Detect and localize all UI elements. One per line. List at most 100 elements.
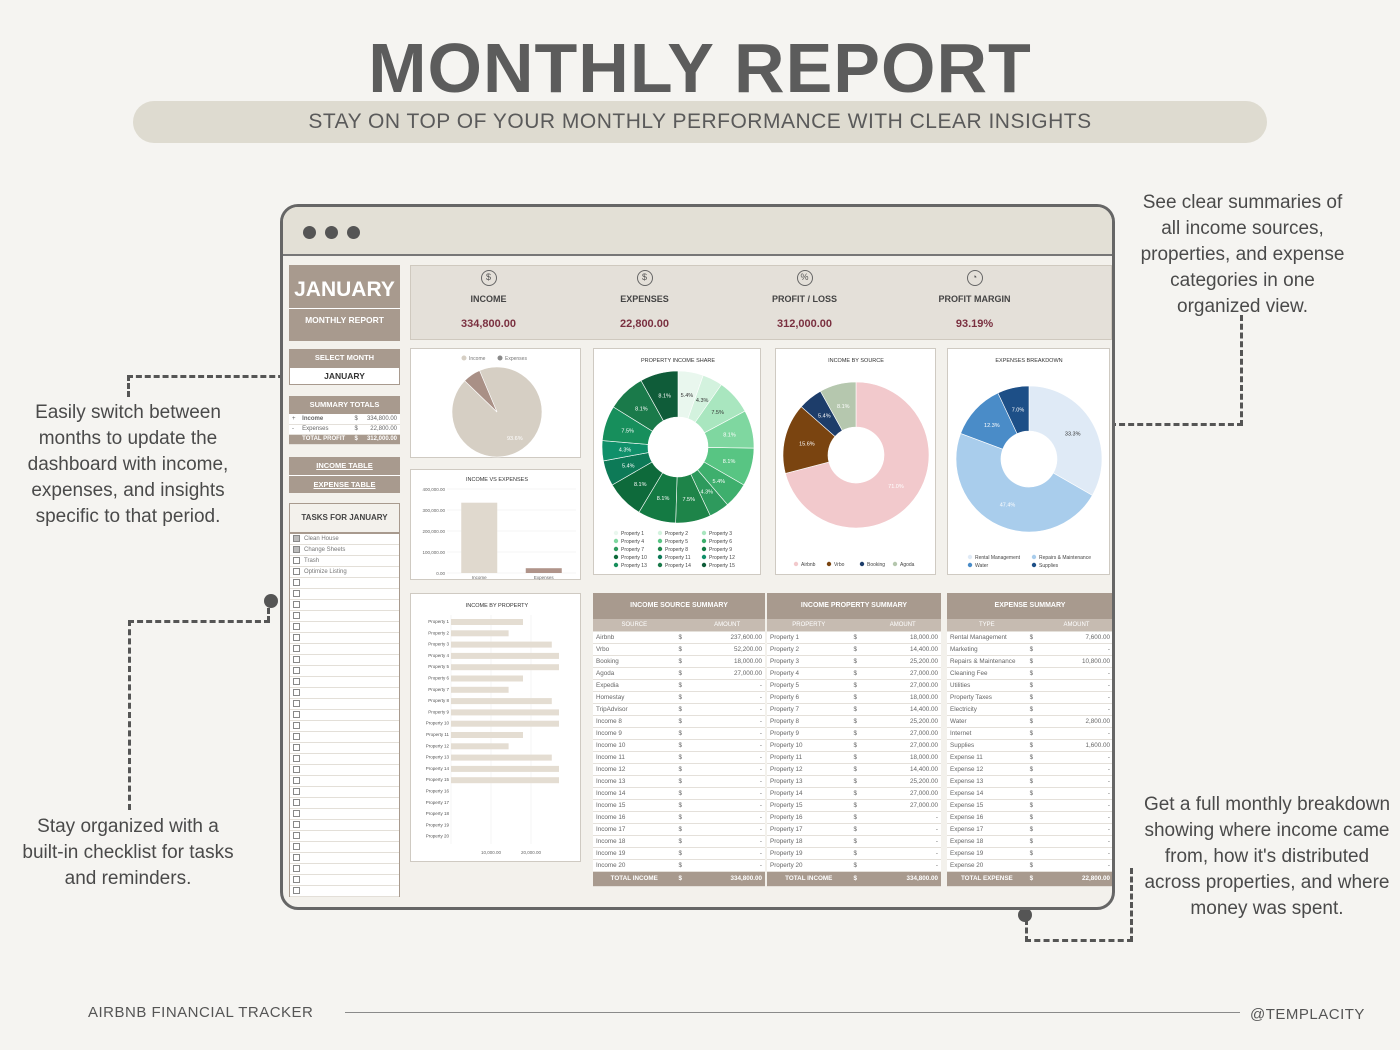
window-dot-icon[interactable] (303, 226, 316, 239)
task-item (290, 633, 399, 644)
task-checkbox[interactable] (293, 655, 300, 663)
table-cell: Income 17 (593, 823, 676, 836)
expense-table-link[interactable]: EXPENSE TABLE (289, 475, 400, 493)
table-cell: Cleaning Fee (947, 667, 1027, 680)
legend-label: Rental Management (975, 555, 1021, 561)
legend-label: Vrbo (834, 562, 845, 568)
connector-line (127, 375, 293, 397)
task-item (290, 809, 399, 820)
kpi-card: $ INCOME 334,800.00 (441, 266, 536, 341)
task-checkbox[interactable] (293, 721, 300, 729)
task-checkbox[interactable] (293, 578, 300, 586)
totals-cell: $ (351, 414, 362, 425)
task-checkbox[interactable] (293, 809, 300, 817)
task-checkbox[interactable] (293, 600, 300, 608)
task-checkbox[interactable] (293, 666, 300, 674)
table-cell: Property 7 (767, 703, 851, 716)
task-checkbox[interactable] (293, 831, 300, 839)
table-cell: $ (1026, 775, 1040, 788)
table-cell: $ (1026, 835, 1040, 848)
table-cell: $ (675, 715, 690, 728)
y-tick-label: Property 6 (428, 676, 449, 681)
legend-label: Property 11 (665, 555, 691, 561)
legend-label: Property 12 (709, 555, 735, 561)
summary-totals-table: + Income $334,800.00- Expenses $22,800.00 TOT… (289, 414, 400, 445)
table-cell: Expense 15 (947, 799, 1027, 812)
table-row: Income 20 $ - (593, 859, 765, 872)
slice-label: 71.0% (888, 484, 904, 490)
table-row: Property 18 $ - (767, 835, 941, 848)
task-checkbox[interactable] (293, 787, 300, 795)
table-cell: $ (675, 859, 690, 872)
task-label: Change Sheets (304, 547, 346, 553)
task-checkbox[interactable] (293, 622, 300, 630)
task-item (290, 600, 399, 611)
task-checkbox[interactable] (293, 611, 300, 619)
table-cell: 27,000.00 (864, 727, 941, 740)
task-checkbox[interactable] (293, 743, 300, 751)
legend-swatch (701, 538, 707, 544)
task-checkbox[interactable] (293, 765, 300, 773)
task-checkbox[interactable] (293, 875, 300, 883)
task-checkbox[interactable] (293, 688, 300, 696)
task-checkbox[interactable] (293, 842, 300, 850)
table-cell: Vrbo (593, 643, 676, 656)
task-checkbox[interactable] (293, 710, 300, 718)
task-checkbox[interactable] (293, 776, 300, 784)
table-cell: 14,400.00 (864, 643, 941, 656)
table-cell: 1,600.00 (1039, 739, 1112, 752)
y-tick-label: Property 8 (428, 698, 449, 703)
task-checkbox[interactable] (293, 732, 300, 740)
table-row: Expense 15 $ - (947, 799, 1112, 812)
table-cell: Property 8 (767, 715, 851, 728)
bar (451, 686, 509, 693)
task-checkbox[interactable] (293, 677, 300, 685)
window-dot-icon[interactable] (347, 226, 360, 239)
task-checkbox[interactable] (293, 589, 300, 597)
legend-label: Property 2 (665, 531, 688, 537)
task-checkbox[interactable] (293, 567, 300, 575)
table-cell: Income 15 (593, 799, 676, 812)
table-cell: $ (675, 787, 690, 800)
task-checkbox[interactable] (293, 633, 300, 641)
table-row: Property 11 $18,000.00 (767, 751, 941, 764)
month-select[interactable]: JANUARY (289, 367, 400, 385)
y-tick-label: Property 13 (426, 755, 450, 760)
table-cell: $ (1026, 811, 1040, 824)
table-cell: $ (1026, 787, 1040, 800)
table-row: Property 2 $14,400.00 (767, 643, 941, 656)
table-cell: Property 18 (767, 835, 851, 848)
table-cell: $ (1026, 727, 1040, 740)
task-checkbox[interactable] (293, 556, 300, 564)
window-dot-icon[interactable] (325, 226, 338, 239)
table-cell: $ (675, 811, 690, 824)
task-checkbox[interactable] (293, 754, 300, 762)
table-cell: - (1039, 667, 1112, 680)
task-checkbox[interactable] (293, 545, 300, 553)
totals-cell: TOTAL PROFIT (299, 434, 352, 445)
table-cell: $ (1026, 799, 1040, 812)
task-checkbox[interactable] (293, 853, 300, 861)
income-table-link[interactable]: INCOME TABLE (289, 457, 400, 475)
task-checkbox[interactable] (293, 820, 300, 828)
task-item (290, 743, 399, 754)
bar (451, 777, 559, 784)
task-checkbox[interactable] (293, 644, 300, 652)
task-label: Optimize Listing (304, 569, 347, 575)
pie-slice (464, 370, 498, 413)
task-checkbox[interactable] (293, 798, 300, 806)
task-checkbox[interactable] (293, 534, 300, 542)
legend-swatch (657, 554, 663, 560)
task-checkbox[interactable] (293, 864, 300, 872)
task-checkbox[interactable] (293, 699, 300, 707)
table-cell: $ (1026, 703, 1040, 716)
table-total-cell: $ (1026, 871, 1040, 887)
task-checkbox[interactable] (293, 886, 300, 894)
table-cell: Property 12 (767, 763, 851, 776)
table-row: Income 8 $ - (593, 715, 765, 728)
y-tick-label: 300,000.00 (422, 508, 445, 513)
legend-label: Property 6 (709, 539, 732, 545)
table-row: Property 9 $27,000.00 (767, 727, 941, 740)
table-cell: 7,600.00 (1039, 631, 1112, 644)
table-cell: Income 10 (593, 739, 676, 752)
